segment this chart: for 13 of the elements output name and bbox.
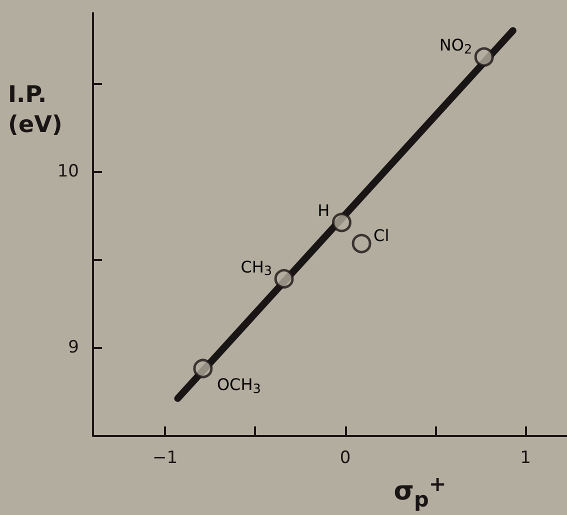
point [193, 358, 213, 378]
x-tick-label: 0 [340, 448, 351, 468]
point [352, 234, 372, 254]
y-tick-label: 9 [68, 337, 79, 358]
y-tick-label: 10 [57, 161, 79, 182]
annotation: H [318, 200, 330, 220]
annotation: Cl [374, 226, 390, 246]
x-tick-label: 1 [520, 448, 531, 468]
x-tick-label: −1 [152, 448, 178, 468]
point [474, 47, 494, 67]
point [332, 212, 352, 232]
point [274, 269, 294, 289]
y-axis-title: I.P. (eV) [8, 82, 62, 138]
